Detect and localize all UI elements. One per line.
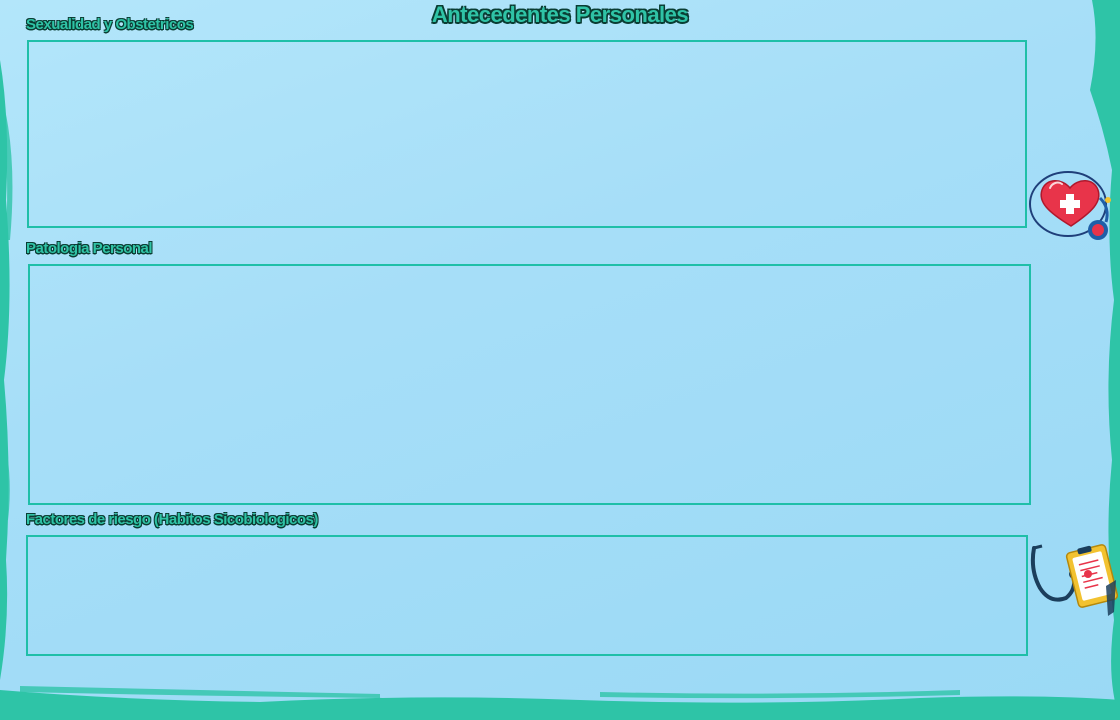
sexualidad-obstetricos-field[interactable] (27, 40, 1027, 228)
section-label-factores: Factores de riesgo (Habitos Sicobiologic… (26, 511, 318, 528)
section-label-sexualidad: Sexualidad y Obstetricos (26, 16, 194, 33)
section-label-patologia: Patologia Personal (26, 240, 153, 257)
factores-riesgo-field[interactable] (26, 535, 1028, 656)
medical-clipboard-stethoscope-icon (1030, 544, 1118, 616)
patologia-personal-field[interactable] (28, 264, 1031, 505)
heart-stethoscope-icon (1029, 171, 1111, 240)
page-title: Antecedentes Personales (431, 2, 689, 27)
